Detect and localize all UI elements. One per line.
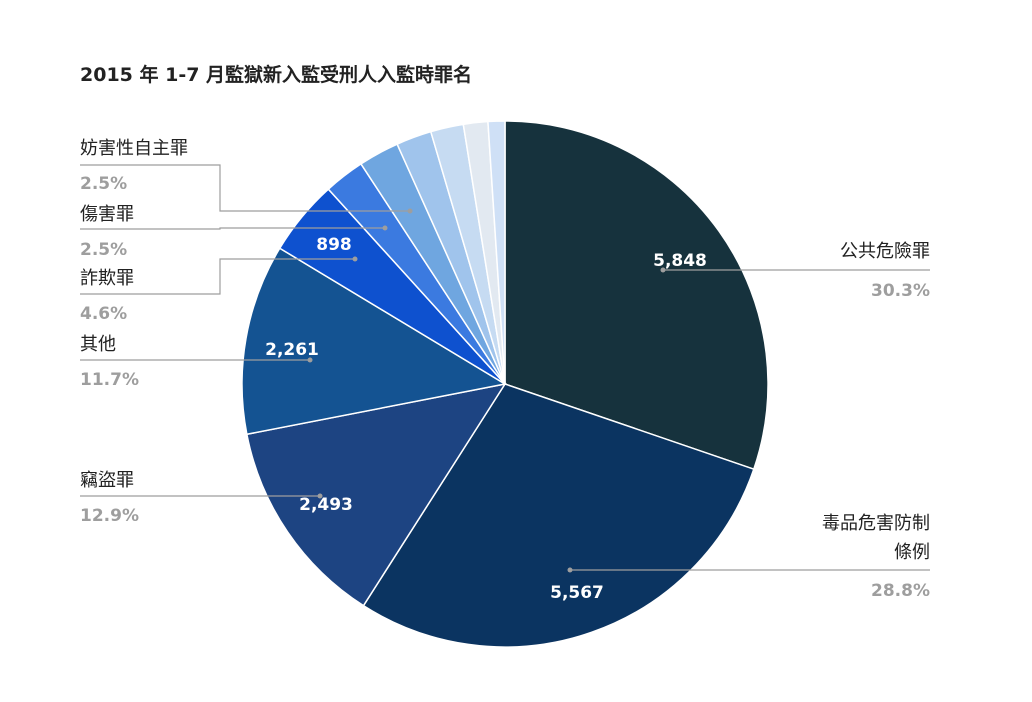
leader-line-fraud [80, 258, 355, 295]
leader-lines [80, 164, 930, 571]
value-label-other: 2,261 [265, 340, 319, 360]
pie-slices [241, 120, 769, 648]
label-injury-name: 傷害罪 [80, 204, 134, 225]
label-fraud-pct: 4.6% [80, 304, 127, 324]
chart-title: 2015 年 1-7 月監獄新入監受刑人入監時罪名 [80, 64, 473, 86]
leader-dot-sexual [407, 208, 413, 214]
label-other-name: 其他 [80, 334, 116, 355]
leader-dot-drug [567, 567, 573, 573]
value-label-drug: 5,567 [550, 583, 604, 603]
label-theft-name: 竊盜罪 [80, 470, 134, 491]
label-drug-pct: 28.8% [871, 581, 930, 601]
label-drug-name-line1: 毒品危害防制 [822, 513, 930, 534]
leader-dot-other [307, 357, 313, 363]
pie-slice-1 [362, 383, 755, 648]
value-label-public-danger: 5,848 [653, 251, 707, 271]
label-other-pct: 11.7% [80, 370, 139, 390]
label-injury-pct: 2.5% [80, 240, 127, 260]
leader-dot-fraud [352, 256, 358, 262]
leader-dot-injury [382, 225, 388, 231]
label-fraud-name: 詐欺罪 [80, 268, 134, 289]
label-public-danger-name: 公共危險罪 [840, 241, 930, 262]
pie-slice-3 [241, 247, 508, 436]
pie-slice-0 [504, 120, 769, 471]
pie-slice-2 [245, 382, 507, 607]
label-drug-name-line2: 條例 [894, 542, 930, 563]
label-sexual-name: 妨害性自主罪 [80, 138, 188, 159]
label-public-danger-pct: 30.3% [871, 281, 930, 301]
value-label-theft: 2,493 [299, 495, 353, 515]
label-sexual-pct: 2.5% [80, 174, 127, 194]
label-theft-pct: 12.9% [80, 506, 139, 526]
leader-line-injury [80, 227, 385, 230]
value-label-fraud: 898 [316, 235, 352, 255]
leader-dot-theft [317, 493, 323, 499]
pie-slice-10 [487, 120, 506, 385]
leader-dot-public-danger [660, 267, 666, 273]
leader-dots [307, 208, 666, 573]
leader-line-sexual [80, 164, 410, 212]
